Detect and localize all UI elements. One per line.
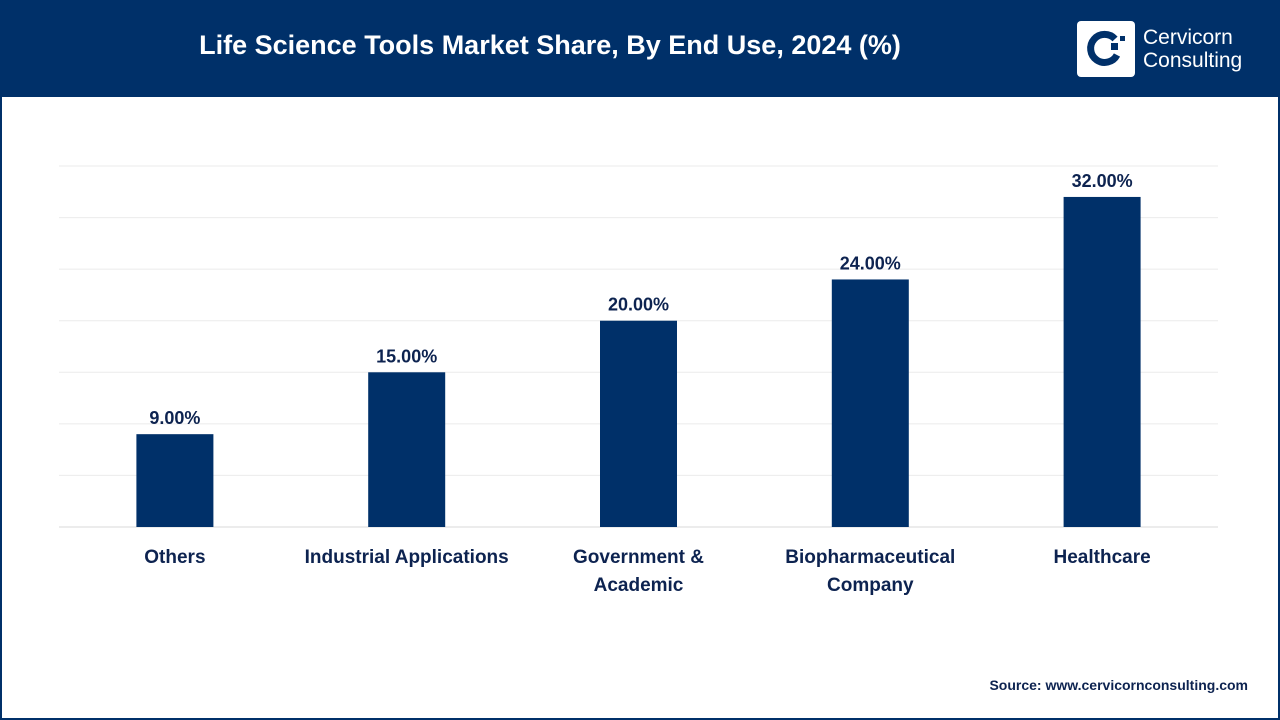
bar <box>600 320 677 527</box>
bar <box>368 372 446 527</box>
company-logo: Cervicorn Consulting <box>1077 21 1242 77</box>
bar <box>1063 196 1141 527</box>
bar <box>136 434 214 527</box>
bar <box>831 279 909 527</box>
logo-text-line1: Cervicorn <box>1143 26 1233 49</box>
logo-text-line2: Consulting <box>1143 49 1243 72</box>
data-label: 20.00% <box>608 295 669 315</box>
category-label-line: Government & <box>573 547 704 568</box>
data-label: 32.00% <box>1072 171 1133 191</box>
category-label-line: Industrial Applications <box>305 547 509 568</box>
category-label: Others <box>144 547 205 568</box>
category-label-line: Academic <box>594 575 684 596</box>
data-label: 15.00% <box>376 346 437 366</box>
data-label: 9.00% <box>149 408 200 428</box>
category-label-line: Healthcare <box>1054 547 1151 568</box>
category-label-line: Company <box>827 575 914 596</box>
data-label: 24.00% <box>840 253 901 273</box>
category-label: Government & Academic <box>573 547 704 596</box>
category-label-line: Biopharmaceutical <box>785 547 955 568</box>
category-label: Biopharmaceutical Company <box>785 547 955 596</box>
logo-icon <box>1077 21 1135 77</box>
source-note: Source: www.cervicornconsulting.com <box>989 677 1248 693</box>
category-label-line: Others <box>144 547 205 568</box>
header-banner: Life Science Tools Market Share, By End … <box>0 0 1280 97</box>
category-label: Healthcare <box>1054 547 1151 568</box>
category-label: Industrial Applications <box>305 547 509 568</box>
chart-title: Life Science Tools Market Share, By End … <box>199 30 901 60</box>
